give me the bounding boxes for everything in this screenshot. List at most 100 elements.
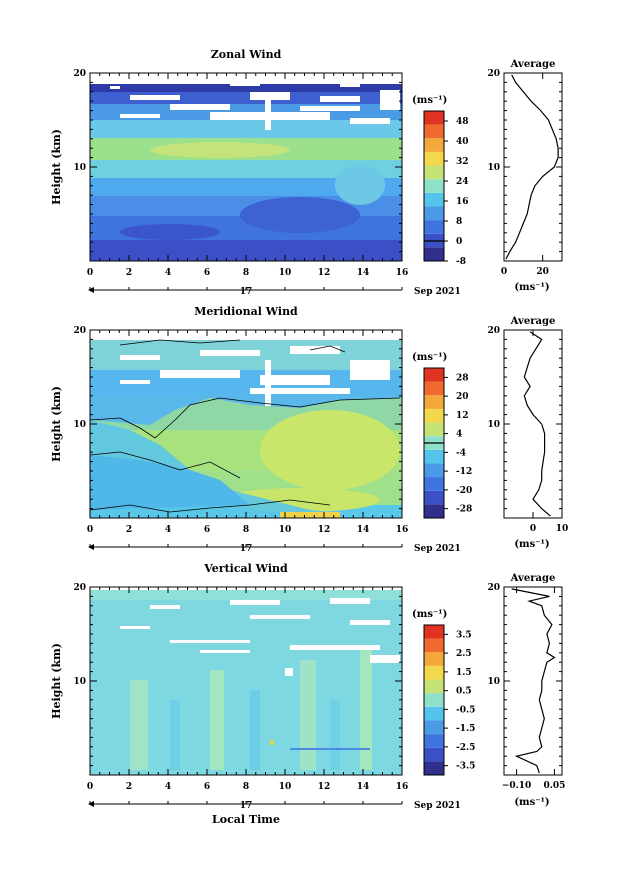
profile-y-tick-label: 20 [487, 69, 500, 79]
y-axis-ticks: 10 20 [73, 583, 402, 776]
colorbar-tick-label: -12 [456, 467, 472, 477]
colorbar: -28 -20 -12 -4 4 12 20 28 [423, 367, 472, 519]
x-tick-label: 2 [126, 525, 132, 535]
day-label: 17 [240, 801, 253, 811]
x-tick-label: 6 [204, 525, 210, 535]
profile-y-tick-label: 20 [487, 326, 500, 336]
profile-y-tick-label: 20 [487, 583, 500, 593]
x-tick-label: 14 [357, 782, 370, 792]
x-tick-label: 6 [204, 782, 210, 792]
panel-title: Zonal Wind [211, 48, 282, 61]
profile-title: Average [510, 316, 556, 327]
heatmap-field [90, 73, 402, 261]
colorbar-band [424, 761, 444, 775]
colorbar-tick-label: -1.5 [456, 724, 475, 734]
profile-xlabel: (ms⁻¹) [514, 539, 549, 550]
colorbar-band [424, 408, 444, 423]
profile-plot: 10 20 0 20 [487, 69, 563, 277]
y-axis-label: Height (km) [50, 643, 63, 719]
colorbar-frame [423, 624, 445, 776]
profile-title: Average [510, 573, 556, 584]
profile-y-tick-label: 10 [487, 677, 500, 687]
colorbar-band [424, 247, 444, 261]
colorbar-band [424, 449, 444, 464]
y-axis-ticks: 10 20 [73, 326, 402, 519]
y-tick-label: 10 [73, 163, 86, 173]
x-tick-label: 14 [357, 268, 370, 278]
profile-line [505, 74, 559, 260]
x-tick-label: 4 [165, 525, 171, 535]
heatmap-field [90, 587, 402, 775]
colorbar-tick-label: -3.5 [456, 762, 475, 772]
x-tick-label: 6 [204, 268, 210, 278]
x-tick-label: 16 [396, 525, 409, 535]
profile-title: Average [510, 59, 556, 70]
colorbar-tick-label: 16 [456, 197, 469, 207]
y-tick-label: 10 [73, 677, 86, 687]
day-start-arrow [88, 544, 94, 550]
colorbar-band [424, 422, 444, 437]
colorbar-tick-label: -8 [456, 257, 466, 267]
colorbar-band [424, 747, 444, 762]
colorbar-band [424, 693, 444, 707]
colorbar-band [424, 395, 444, 409]
colorbar-unit: (ms⁻¹) [412, 352, 447, 363]
day-start-arrow [88, 287, 94, 293]
colorbar-band [424, 368, 444, 382]
colorbar: -8 0 8 16 24 32 40 48 [423, 110, 469, 267]
colorbar-tick-label: 4 [456, 430, 462, 440]
profile-frame [503, 329, 563, 519]
x-tick-label: 4 [165, 782, 171, 792]
y-tick-label: 20 [73, 69, 86, 79]
y-tick-label: 10 [73, 420, 86, 430]
colorbar-band [424, 638, 444, 653]
colorbar-band [424, 734, 444, 748]
colorbar-tick-label: 1.5 [456, 668, 472, 678]
colorbar-tick-label: 3.5 [456, 630, 472, 640]
profile-x-tick-label: 0 [530, 524, 536, 534]
panel-zonal-wind: Zonal Wind [50, 48, 563, 297]
x-tick-label: 12 [318, 525, 331, 535]
colorbar-tick-label: 0 [456, 237, 462, 247]
x-tick-label: 16 [396, 782, 409, 792]
x-axis-ticks: 0 2 4 6 8 10 12 14 16 [87, 73, 408, 290]
profile-x-tick-label: 0 [501, 267, 507, 277]
colorbar-band [424, 463, 444, 478]
colorbar-band [424, 665, 444, 680]
profile-x-tick-label: 10 [556, 524, 569, 534]
colorbar-tick-label: -20 [456, 486, 472, 496]
profile-frame [503, 586, 563, 776]
colorbar-band [424, 220, 444, 234]
colorbar-band [424, 625, 444, 639]
colorbar-band [424, 720, 444, 735]
x-tick-label: 0 [87, 268, 93, 278]
date-label: Sep 2021 [414, 801, 461, 811]
profile-x-tick-label: 0.05 [543, 781, 565, 791]
y-axis-ticks: 10 20 [73, 69, 402, 262]
colorbar-tick-label: 24 [456, 177, 469, 187]
colorbar-unit: (ms⁻¹) [412, 95, 447, 106]
colorbar-band [424, 124, 444, 139]
colorbar-tick-label: 20 [456, 392, 469, 402]
panel-title: Meridional Wind [194, 305, 298, 318]
colorbar: -3.5 -2.5 -1.5 -0.5 0.5 1.5 2.5 3.5 [423, 624, 475, 776]
colorbar-tick-label: 32 [456, 157, 469, 167]
colorbar-band [424, 490, 444, 505]
profile-line [511, 588, 556, 774]
x-tick-label: 8 [243, 268, 249, 278]
date-label: Sep 2021 [414, 544, 461, 554]
colorbar-tick-label: 40 [456, 137, 469, 147]
profile-y-tick-label: 10 [487, 420, 500, 430]
day-label: 17 [240, 287, 253, 297]
x-tick-label: 0 [87, 525, 93, 535]
colorbar-band [424, 679, 444, 694]
colorbar-band [424, 138, 444, 152]
x-tick-label: 10 [279, 268, 292, 278]
colorbar-band [424, 381, 444, 396]
profile-xlabel: (ms⁻¹) [514, 797, 549, 808]
y-axis-label: Height (km) [50, 129, 63, 205]
date-label: Sep 2021 [414, 287, 461, 297]
profile-plot: 10 20 0 10 [487, 326, 568, 534]
x-tick-label: 10 [279, 525, 292, 535]
